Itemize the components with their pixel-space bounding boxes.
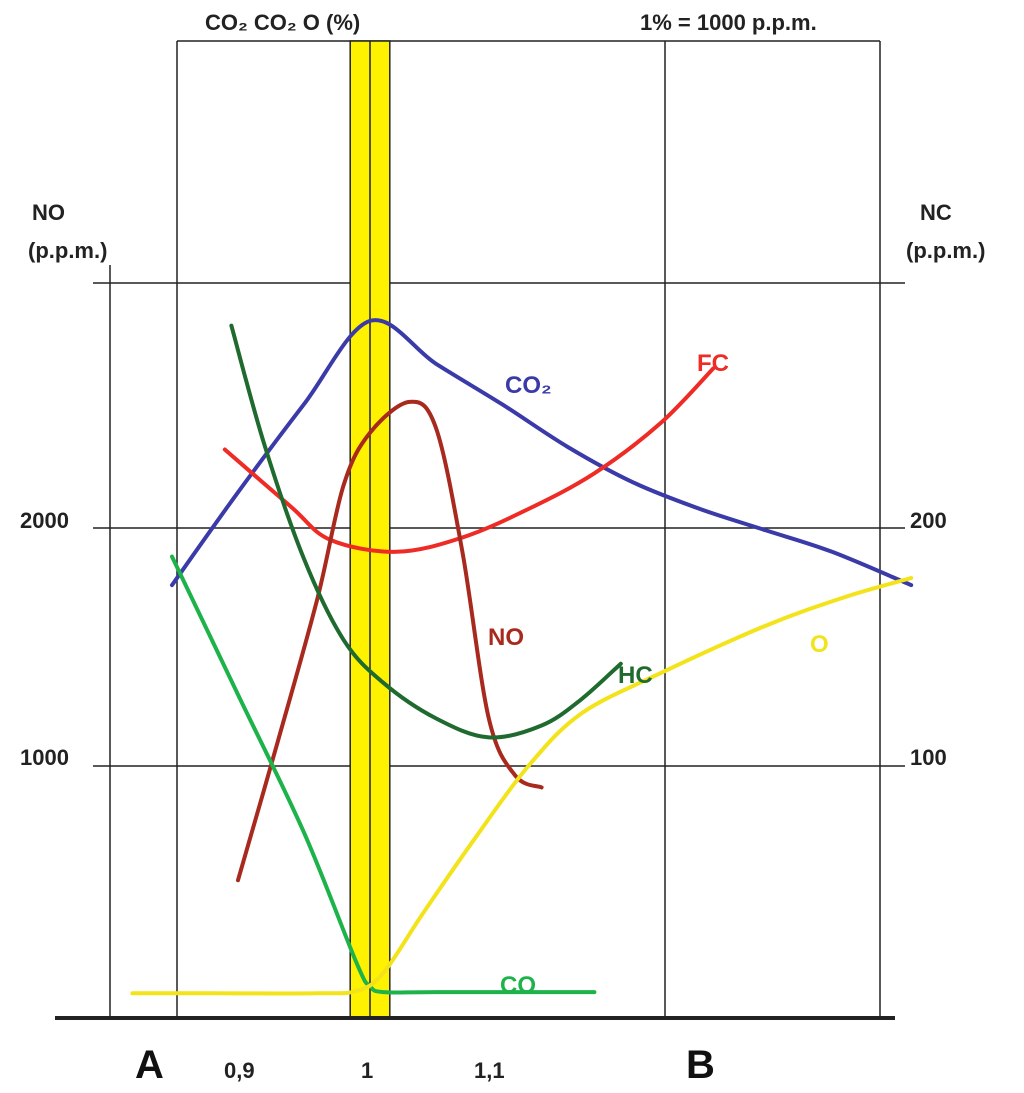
series-label-hc: HC	[618, 662, 653, 689]
x-tick-1: 1	[361, 1058, 373, 1083]
x-marker-b: B	[686, 1043, 715, 1087]
y-left-label-line2: (p.p.m.)	[28, 238, 107, 263]
series-label-fc: FC	[697, 350, 729, 377]
top-left-label: CO₂ CO₂ O (%)	[205, 10, 360, 35]
y-right-tick-200: 200	[910, 508, 947, 533]
x-tick-1-1: 1,1	[474, 1058, 505, 1083]
y-right-label-line2: (p.p.m.)	[906, 238, 985, 263]
series-label-no: NO	[488, 624, 524, 651]
y-left-tick-2000: 2000	[20, 508, 69, 533]
series-label-co: CO	[500, 972, 536, 999]
series-line-no	[236, 399, 544, 883]
x-tick-0-9: 0,9	[224, 1058, 255, 1083]
series-line-co	[170, 554, 597, 995]
series-line-o	[130, 576, 914, 996]
series-label-o: O	[810, 631, 829, 658]
series-label-co2: CO₂	[505, 372, 552, 399]
y-right-tick-100: 100	[910, 745, 947, 770]
y-left-label-line1: NO	[32, 200, 65, 225]
series-line-co	[170, 318, 914, 588]
series-line-hc	[229, 323, 623, 740]
series-line-fc	[222, 366, 716, 554]
y-left-tick-1000: 1000	[20, 745, 69, 770]
y-right-label-line1: NC	[920, 200, 952, 225]
series-layer	[130, 318, 914, 996]
x-marker-a: A	[135, 1043, 164, 1087]
grid	[93, 40, 905, 1018]
top-right-label: 1% = 1000 p.p.m.	[640, 10, 817, 35]
